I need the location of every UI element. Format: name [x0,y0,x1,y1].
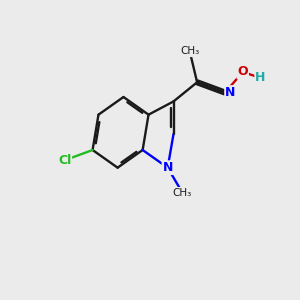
Text: CH₃: CH₃ [180,46,200,56]
Text: H: H [255,71,266,84]
Text: Cl: Cl [58,154,71,167]
Text: O: O [237,65,248,79]
Text: CH₃: CH₃ [173,188,192,198]
Text: N: N [225,86,236,99]
Text: N: N [163,161,173,174]
